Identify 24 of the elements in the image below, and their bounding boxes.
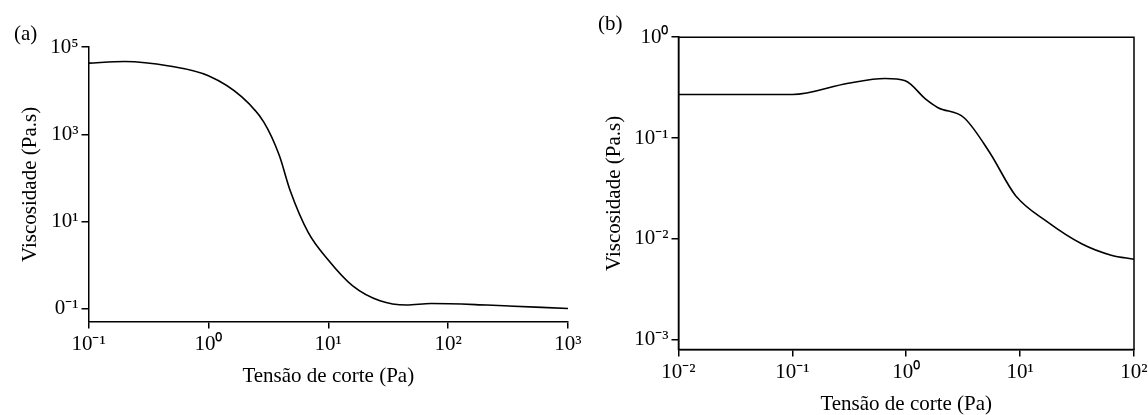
x-tick-label: 10¹ xyxy=(1006,358,1034,383)
x-tick-label: 10⁻² xyxy=(661,358,696,383)
y-tick-label: 10⁻³ xyxy=(634,326,669,351)
x-tick-label: 10³ xyxy=(554,330,582,355)
y-tick-label: 10¹ xyxy=(51,207,79,232)
x-tick-label: 10² xyxy=(1120,358,1148,383)
x-axis-title: Tensão de corte (Pa) xyxy=(242,362,415,387)
chart-title: (a) xyxy=(14,21,38,46)
x-tick-label: 10² xyxy=(434,330,462,355)
y-tick-label: 10⁰ xyxy=(640,23,669,48)
y-tick-label: 10⁵ xyxy=(50,33,79,58)
y-axis-title: Viscosidade (Pa.s) xyxy=(17,106,42,262)
chart-title: (b) xyxy=(598,11,623,36)
x-axis-title: Tensão de corte (Pa) xyxy=(820,390,993,415)
x-tick-label: 10¹ xyxy=(314,330,342,355)
y-tick-label: 10⁻² xyxy=(634,225,669,250)
x-tick-label: 10⁻¹ xyxy=(775,358,810,383)
y-axis-title: Viscosidade (Pa.s) xyxy=(601,115,626,271)
x-tick-label: 10⁻¹ xyxy=(71,330,106,355)
y-tick-label: 10⁻¹ xyxy=(634,124,669,149)
x-tick-label: 10⁰ xyxy=(892,358,921,383)
y-tick-label: 10³ xyxy=(51,120,79,145)
y-tick-label: 0⁻¹ xyxy=(54,295,79,320)
x-tick-label: 10⁰ xyxy=(194,330,223,355)
